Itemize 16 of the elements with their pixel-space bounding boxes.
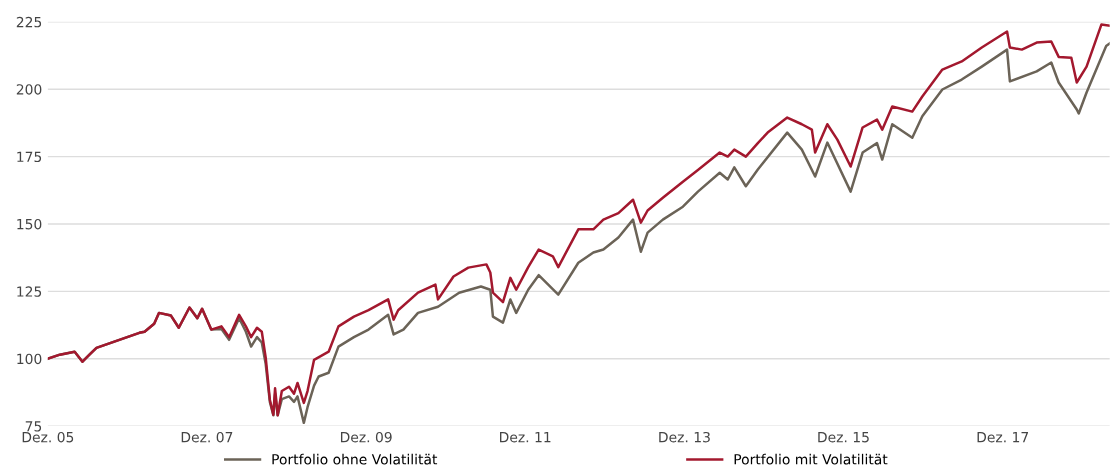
x-tick-label: Dez. 07 [181, 431, 233, 443]
y-tick-label: 200 [16, 84, 42, 95]
y-tick-label: 175 [17, 151, 42, 163]
x-tick-label: Dez. 05 [22, 431, 74, 443]
x-tick-label: Dez. 11 [500, 432, 551, 443]
y-tick-label: 225 [16, 16, 42, 28]
y-tick-label: 100 [17, 353, 42, 365]
y-tick-label: 75 [25, 421, 42, 432]
x-tick-label: Dez. 13 [659, 431, 710, 443]
x-tick-label: Dez. 09 [340, 431, 392, 443]
y-tick-label: 125 [17, 286, 42, 297]
legend-label: Portfolio mit Volatilität [734, 453, 888, 465]
x-tick-label: Dez. 15 [818, 432, 869, 443]
y-tick-label: 150 [17, 218, 42, 230]
x-tick-label: Dez. 17 [977, 432, 1029, 443]
legend-label: Portfolio ohne Volatilität [272, 453, 438, 465]
